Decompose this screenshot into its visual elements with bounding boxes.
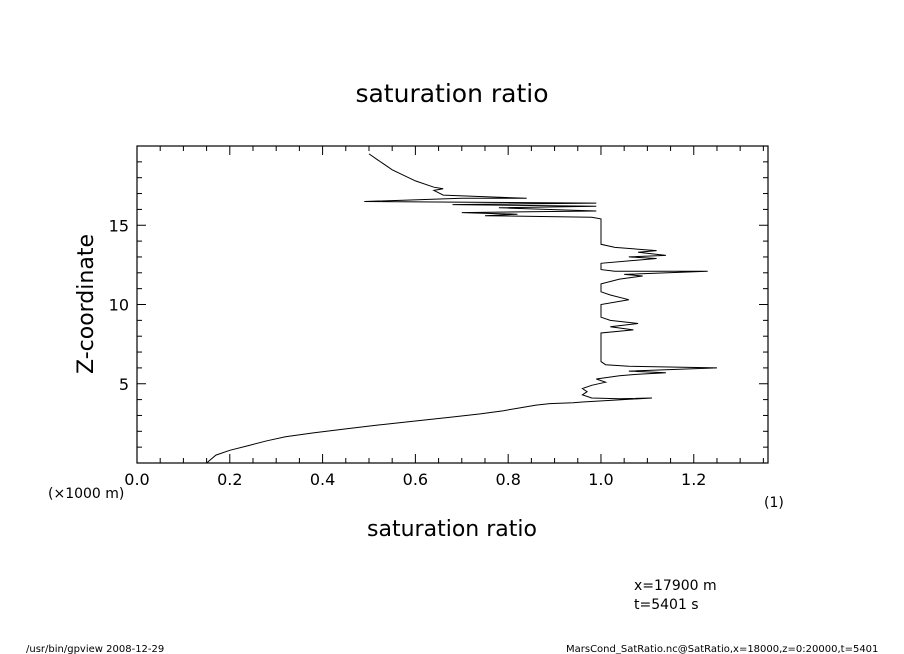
y-axis-unit: (×1000 m) (48, 486, 124, 502)
x-position-readout: x=17900 m (634, 578, 717, 594)
footer-left: /usr/bin/gpview 2008-12-29 (26, 644, 164, 654)
y-tick-label: 5 (119, 375, 129, 394)
y-tick-label: 10 (109, 296, 129, 315)
x-tick-label: 1.2 (681, 470, 706, 489)
footer-right: MarsCond_SatRatio.nc@SatRatio,x=18000,z=… (566, 644, 878, 654)
y-axis-ticks (137, 145, 768, 464)
x-tick-label: 0.8 (495, 470, 520, 489)
x-tick-label: 0.4 (310, 470, 335, 489)
data-series-line (206, 153, 718, 464)
x-tick-label: 0.6 (403, 470, 428, 489)
y-axis-tick-labels: 5 10 15 (109, 216, 129, 394)
plot-frame (136, 145, 769, 464)
x-axis-tick-labels: 0.0 0.2 0.4 0.6 0.8 1.0 1.2 (124, 470, 706, 489)
chart-title: saturation ratio (355, 79, 548, 108)
x-axis-ticks (136, 146, 764, 463)
x-axis-label: saturation ratio (367, 517, 537, 542)
time-readout: t=5401 s (634, 597, 699, 613)
y-tick-label: 15 (109, 216, 129, 235)
x-axis-unit: (1) (764, 495, 784, 511)
x-tick-label: 0.2 (217, 470, 242, 489)
y-axis-label: Z-coordinate (74, 234, 99, 374)
x-tick-label: 1.0 (588, 470, 613, 489)
x-tick-label: 0.0 (124, 470, 149, 489)
